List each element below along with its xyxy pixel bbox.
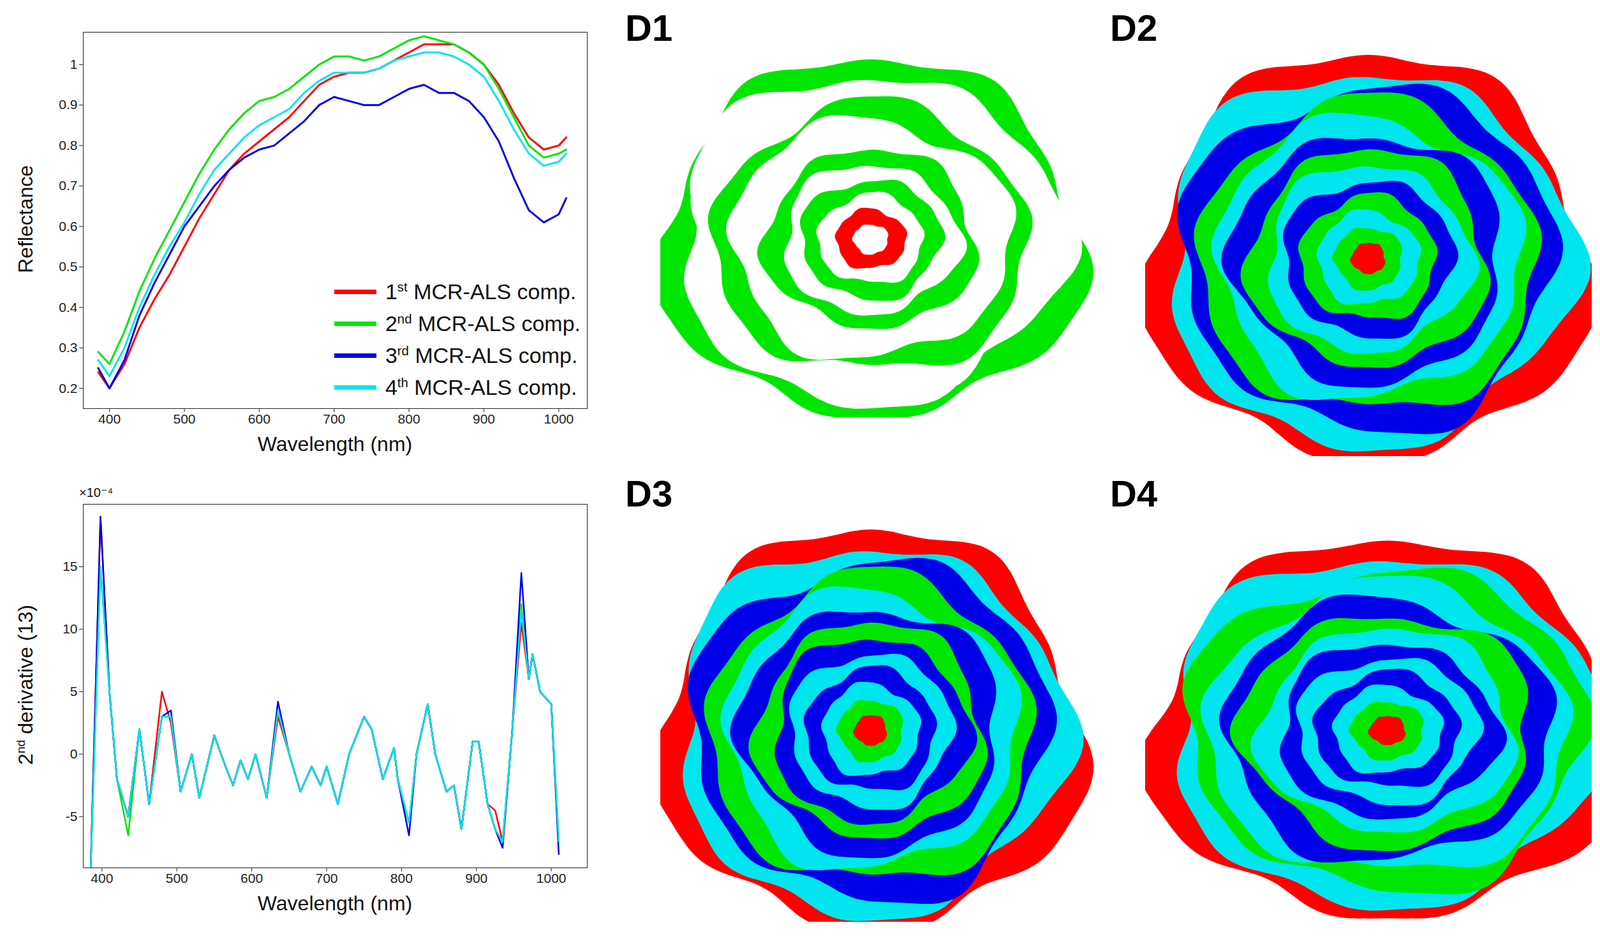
svg-text:700: 700 — [315, 870, 338, 886]
svg-text:1000: 1000 — [536, 870, 567, 886]
svg-text:0.8: 0.8 — [58, 137, 78, 153]
html-text:2: 2 — [13, 753, 37, 765]
svg-text:600: 600 — [248, 411, 271, 427]
svg-text:700: 700 — [322, 411, 346, 427]
svg-text:900: 900 — [465, 870, 488, 886]
svg-text:400: 400 — [98, 411, 121, 427]
svg-text:500: 500 — [172, 411, 196, 427]
svg-text:0.7: 0.7 — [58, 177, 78, 193]
svg-text:10: 10 — [62, 621, 78, 637]
svg-text:400: 400 — [90, 870, 113, 886]
svg-text:1: 1 — [70, 56, 78, 72]
svg-text:-5: -5 — [65, 808, 78, 824]
html-text:Wavelength (nm): Wavelength (nm) — [257, 891, 413, 915]
svg-text:800: 800 — [398, 411, 421, 427]
html-text:Wavelength (nm): Wavelength (nm) — [257, 432, 413, 456]
html-text:D4: D4 — [1110, 472, 1158, 515]
html-text:4thMCR-ALS comp.: 4thMCR-ALS comp. — [385, 374, 577, 400]
svg-text:600: 600 — [240, 870, 263, 886]
svg-text:1000: 1000 — [544, 411, 575, 427]
html-text:D2: D2 — [1110, 7, 1158, 49]
html-text:nd: nd — [13, 739, 28, 754]
svg-text:900: 900 — [472, 411, 496, 427]
svg-text:0.5: 0.5 — [58, 259, 78, 274]
svg-text:500: 500 — [165, 870, 189, 886]
svg-text:0.4: 0.4 — [58, 299, 78, 315]
html-text:2ndMCR-ALS comp.: 2ndMCR-ALS comp. — [385, 311, 581, 336]
html-text:D1: D1 — [625, 7, 673, 49]
svg-text:0.9: 0.9 — [58, 96, 78, 112]
svg-text:0.3: 0.3 — [58, 340, 78, 355]
html-text:3rdMCR-ALS comp.: 3rdMCR-ALS comp. — [385, 342, 578, 368]
svg-text:0: 0 — [70, 746, 78, 762]
svg-text:0.6: 0.6 — [58, 218, 78, 234]
html-text:derivative (13): derivative (13) — [13, 604, 37, 740]
svg-text:5: 5 — [70, 683, 78, 699]
svg-text:0.2: 0.2 — [58, 380, 78, 395]
html-text:Reflectance: Reflectance — [13, 165, 37, 274]
svg-text:15: 15 — [62, 558, 78, 574]
svg-text:800: 800 — [390, 870, 413, 886]
html-text:×10⁻⁴: ×10⁻⁴ — [79, 485, 113, 500]
html-text:1stMCR-ALS comp.: 1stMCR-ALS comp. — [385, 279, 577, 304]
html-text:D3: D3 — [625, 472, 673, 515]
